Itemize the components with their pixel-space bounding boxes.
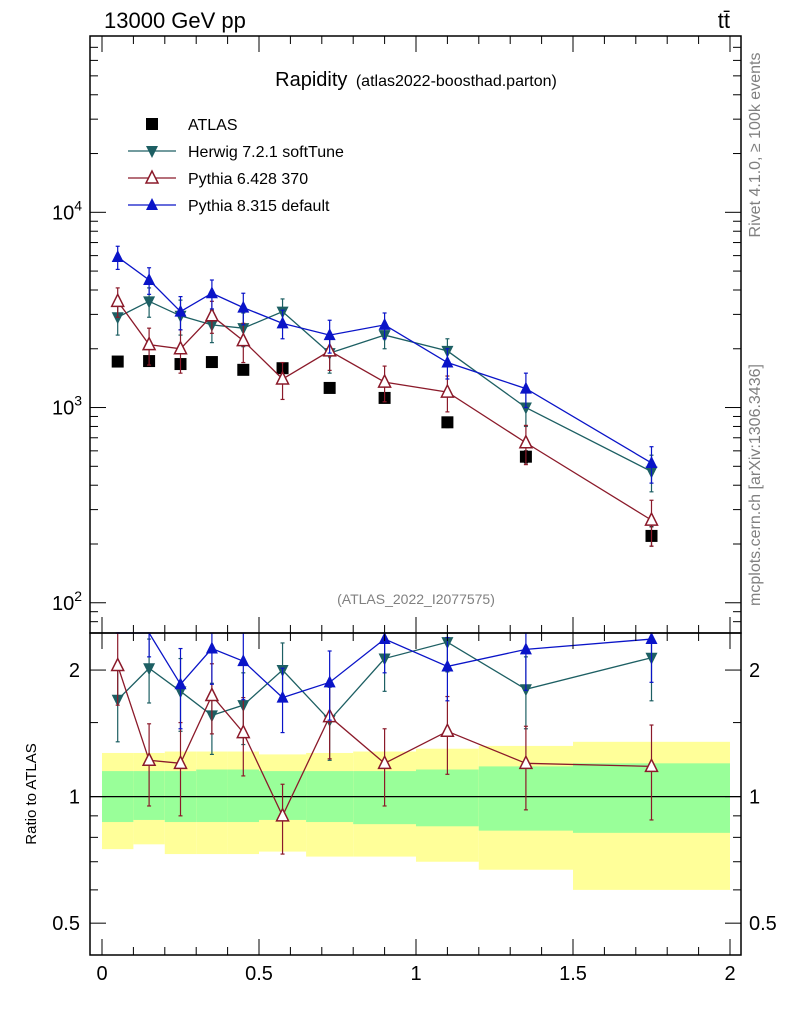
- inner-uncertainty-band: [227, 769, 259, 823]
- data-point: [323, 381, 336, 394]
- ratio-point: [173, 754, 188, 770]
- data-point: [275, 370, 290, 385]
- analysis-watermark: (ATLAS_2022_I2077575): [337, 591, 495, 607]
- ratio-y-tick-label-right: 0.5: [749, 913, 777, 935]
- main-x-ticks: [101, 36, 731, 633]
- ratio-point: [143, 663, 156, 676]
- data-point: [276, 316, 289, 329]
- ratio-point: [236, 723, 251, 739]
- ratio-y-label: Ratio to ATLAS: [23, 743, 40, 844]
- chart-title: Rapidity: [275, 69, 347, 91]
- data-point: [205, 286, 218, 299]
- data-point: [237, 363, 250, 376]
- chart-subtitle: (atlas2022-boosthad.parton): [356, 73, 557, 90]
- ratio-point: [645, 632, 658, 645]
- x-tick-label: 0: [96, 963, 107, 985]
- ratio-point: [275, 807, 290, 822]
- ratio-y-tick-label-right: 1: [749, 787, 760, 809]
- main-y-tick-base: 10: [52, 202, 74, 224]
- data-point: [519, 402, 532, 415]
- data-point: [441, 416, 454, 429]
- x-tick-label: 1: [410, 963, 421, 985]
- x-tick-label: 1.5: [559, 963, 587, 985]
- x-tick-label: 2: [724, 963, 735, 985]
- ratio-x-ticks: 0 0.5 1 1.5 2: [96, 633, 736, 985]
- legend: ATLAS Herwig 7.2.1 softTune Pythia 6.428 3…: [128, 117, 344, 215]
- x-tick-label: 0.5: [245, 963, 273, 985]
- ratio-point: [174, 677, 187, 690]
- ratio-point: [377, 754, 392, 770]
- ratio-bands: [102, 741, 730, 890]
- data-point: [111, 250, 124, 263]
- main-y-tick-base: 10: [52, 398, 74, 420]
- data-point: [237, 300, 250, 313]
- data-point: [378, 317, 391, 330]
- data-point: [441, 355, 454, 368]
- data-point: [204, 307, 220, 322]
- legend-marker: [146, 198, 158, 210]
- main-y-tick-exp: 3: [74, 393, 82, 409]
- ratio-y-tick-label: 1: [69, 787, 80, 809]
- data-point: [111, 312, 124, 325]
- legend-marker: [146, 118, 158, 130]
- data-point: [644, 511, 659, 526]
- data-point: [205, 356, 218, 369]
- legend-label: ATLAS: [188, 117, 238, 134]
- main-y-tick-exp: 4: [74, 197, 82, 213]
- ratio-point: [441, 659, 454, 672]
- ratio-y-tick-label: 0.5: [52, 913, 80, 935]
- legend-label: Herwig 7.2.1 softTune: [188, 144, 344, 161]
- inner-uncertainty-band: [196, 769, 228, 823]
- ratio-point: [644, 757, 659, 773]
- data-point: [143, 273, 156, 286]
- main-y-tick-label: 104: [52, 197, 82, 224]
- inner-uncertainty-band: [416, 769, 479, 827]
- ratio-point: [141, 751, 157, 767]
- ratio-y-tick-label-right: 2: [749, 660, 760, 682]
- ratio-point: [110, 656, 125, 672]
- data-point: [173, 340, 188, 355]
- ratio-point: [518, 754, 534, 770]
- data-point: [236, 332, 251, 347]
- energy-label: 13000 GeV pp: [104, 8, 246, 33]
- ratio-point: [519, 642, 532, 655]
- ratio-plot: 0.5 0.5 1 1 2 2 0 0.5 1 1.5 2: [52, 632, 777, 985]
- main-series-layer: [110, 245, 659, 547]
- ratio-point: [276, 690, 289, 703]
- ratio-point: [323, 675, 336, 688]
- ratio-point: [204, 686, 220, 702]
- data-point: [518, 434, 534, 449]
- main-y-tick-label: 102: [52, 588, 82, 615]
- legend-label: Pythia 6.428 370: [188, 171, 308, 188]
- process-label: tt̄: [718, 8, 730, 33]
- data-point: [174, 304, 187, 317]
- mcplots-label: mcplots.cern.ch [arXiv:1306.3436]: [747, 364, 764, 606]
- ratio-point: [440, 722, 455, 738]
- data-point: [645, 455, 658, 468]
- legend-marker: [146, 146, 158, 158]
- legend-marker: [144, 169, 160, 184]
- main-y-tick-base: 10: [52, 593, 74, 615]
- legend-label: Pythia 8.315 default: [188, 198, 330, 215]
- data-point: [519, 381, 532, 394]
- ratio-y-tick-label: 2: [69, 660, 80, 682]
- main-y-tick-label: 103: [52, 393, 82, 420]
- ratio-point: [205, 641, 218, 654]
- ratio-y-ticks: 0.5 0.5 1 1 2 2: [52, 660, 777, 935]
- data-point: [323, 328, 336, 341]
- chart-title-line: Rapidity (atlas2022-boosthad.parton): [275, 69, 557, 91]
- data-point: [111, 355, 124, 368]
- ratio-point: [237, 654, 250, 667]
- rivet-label: Rivet 4.1.0, ≥ 100k events: [747, 53, 764, 238]
- data-point: [110, 292, 125, 308]
- data-point: [141, 335, 157, 351]
- data-point: [440, 383, 455, 398]
- data-point: [377, 373, 392, 388]
- data-point: [143, 296, 156, 309]
- series-line-3: [117, 256, 652, 464]
- main-y-tick-exp: 2: [74, 588, 82, 604]
